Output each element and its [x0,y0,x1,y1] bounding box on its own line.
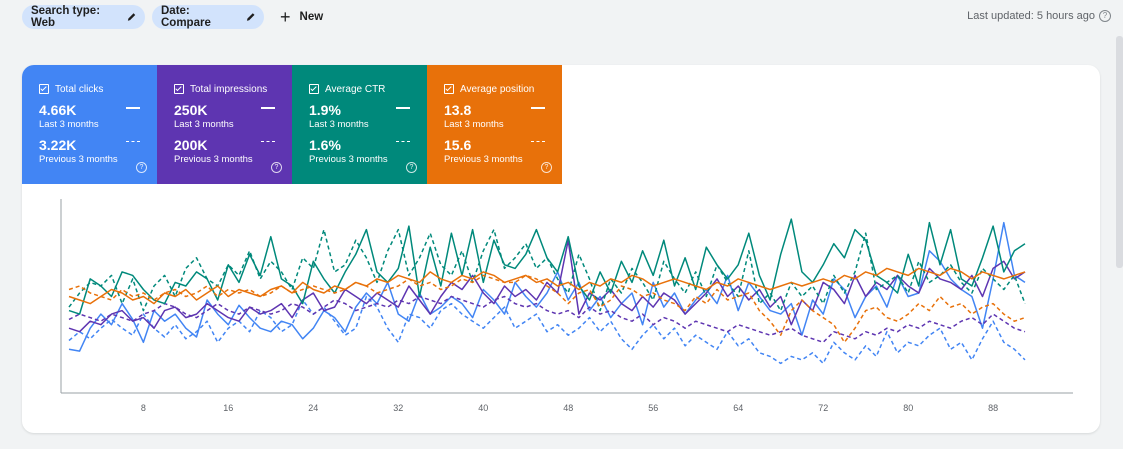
plus-icon: + [280,7,291,27]
help-icon[interactable]: ? [1099,10,1111,22]
pencil-icon [127,13,136,21]
search-type-chip[interactable]: Search type: Web [22,5,145,29]
series-line-average-ctr-previous [68,228,1026,312]
checkbox-checked-icon[interactable] [174,84,184,94]
last-updated: Last updated: 5 hours ago ? [967,10,1111,22]
series-line-total-clicks-previous [68,295,1026,365]
solid-line-icon [126,107,140,109]
metric-label: Total clicks [55,83,104,95]
series-line-total-impressions-previous [68,295,1026,344]
metric-tile-total-clicks[interactable]: Total clicks 4.66K Last 3 months 3.22K P… [22,65,157,184]
x-tick-label: 32 [393,403,403,413]
x-tick-label: 48 [563,403,573,413]
pencil-icon [246,13,255,21]
metric-current-value: 13.8 [444,102,472,118]
x-tick-label: 56 [648,403,658,413]
help-icon[interactable]: ? [406,162,417,173]
dashed-line-icon [261,141,275,142]
metric-current-period: Last 3 months [444,119,504,130]
help-icon[interactable]: ? [136,162,147,173]
checkbox-checked-icon[interactable] [39,84,49,94]
metric-previous-period: Previous 3 months [174,154,253,165]
series-line-total-impressions-current [68,239,1026,333]
filter-bar: Search type: Web Date: Compare + New Las… [0,0,1123,36]
metric-current-period: Last 3 months [39,119,99,130]
x-tick-label: 88 [988,403,998,413]
solid-line-icon [396,107,410,109]
last-updated-text: Last updated: 5 hours ago [967,10,1095,22]
x-tick-label: 72 [818,403,828,413]
metric-previous-value: 200K [174,137,208,153]
series-layer [68,218,1026,365]
metric-tile-total-impressions[interactable]: Total impressions 250K Last 3 months 200… [157,65,292,184]
x-tick-label: 8 [141,403,146,413]
x-tick-labels: 8 16 24 32 40 48 56 64 72 80 88 [141,403,998,413]
help-icon[interactable]: ? [271,162,282,173]
dashed-line-icon [126,141,140,142]
metric-current-value: 4.66K [39,102,77,118]
metric-current-period: Last 3 months [309,119,369,130]
performance-line-chart: 8 16 24 32 40 48 56 64 72 80 88 [60,199,1073,413]
metric-current-value: 1.9% [309,102,341,118]
metric-previous-value: 3.22K [39,137,77,153]
metric-previous-period: Previous 3 months [444,154,523,165]
x-tick-label: 40 [478,403,488,413]
series-line-average-ctr-current [68,218,1026,315]
checkbox-checked-icon[interactable] [444,84,454,94]
x-tick-label: 64 [733,403,743,413]
new-filter-button[interactable]: + New [276,5,327,29]
dashed-line-icon [396,141,410,142]
metric-previous-period: Previous 3 months [309,154,388,165]
metric-previous-value: 1.6% [309,137,341,153]
x-tick-label: 16 [223,403,233,413]
new-button-label: New [299,11,324,23]
metric-tile-average-position[interactable]: Average position 13.8 Last 3 months 15.6… [427,65,562,184]
dashed-line-icon [531,141,545,142]
metric-previous-period: Previous 3 months [39,154,118,165]
metric-current-value: 250K [174,102,208,118]
solid-line-icon [531,107,545,109]
metric-label: Average CTR [325,83,386,95]
x-tick-label: 24 [308,403,318,413]
search-type-label: Search type: Web [31,5,101,29]
checkbox-checked-icon[interactable] [309,84,319,94]
metric-tile-average-ctr[interactable]: Average CTR 1.9% Last 3 months 1.6% Prev… [292,65,427,184]
metric-label: Total impressions [190,83,268,95]
help-icon[interactable]: ? [541,162,552,173]
page-scrollbar[interactable] [1116,36,1123,268]
metric-current-period: Last 3 months [174,119,234,130]
x-tick-label: 80 [903,403,913,413]
metric-label: Average position [460,83,535,95]
date-label: Date: Compare [161,5,211,29]
date-chip[interactable]: Date: Compare [152,5,264,29]
metric-previous-value: 15.6 [444,137,472,153]
performance-card: Total clicks 4.66K Last 3 months 3.22K P… [22,65,1100,433]
solid-line-icon [261,107,275,109]
series-line-average-position-current [68,267,1026,305]
series-line-average-position-previous [68,274,1026,344]
